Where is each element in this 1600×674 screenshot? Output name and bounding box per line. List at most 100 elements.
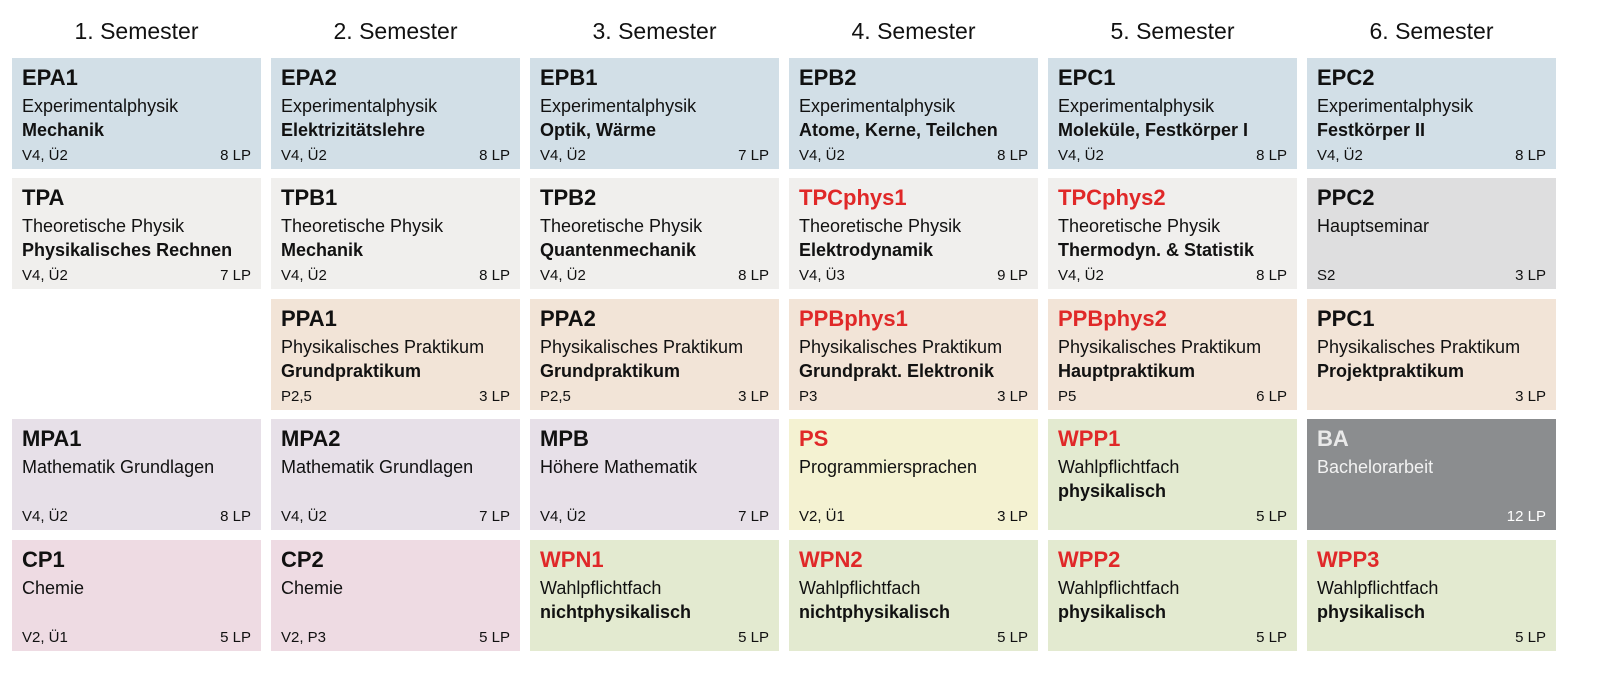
module-cell-tpb2: TPB2 Theoretische Physik Quantenmechanik V4… <box>530 178 779 289</box>
module-cell-mpb: MPB Höhere Mathematik V4, Ü2 7 LP <box>530 419 779 530</box>
module-footer: 5 LP <box>1058 508 1287 526</box>
module-hours: P2,5 <box>281 388 312 405</box>
module-topic <box>281 479 510 503</box>
module-footer: V4, Ü3 9 LP <box>799 267 1028 285</box>
module-footer: 5 LP <box>799 629 1028 647</box>
module-code: WPP3 <box>1317 547 1380 572</box>
module-credits: 8 LP <box>220 147 251 164</box>
module-subject: Theoretische Physik <box>540 216 703 236</box>
module-footer: V2, Ü1 5 LP <box>22 629 251 647</box>
module-code: PPBphys1 <box>799 306 908 331</box>
module-cell-ppbphys2: PPBphys2 Physikalisches Praktikum Hauptpra… <box>1048 299 1297 410</box>
module-subject: Programmiersprachen <box>799 457 978 477</box>
module-subject: Experimentalphysik <box>540 96 697 116</box>
module-subject: Experimentalphysik <box>799 96 956 116</box>
module-footer: V4, Ü2 7 LP <box>22 267 251 285</box>
module-code: TPCphys1 <box>799 185 907 210</box>
module-cell-mpa1: MPA1 Mathematik Grundlagen V4, Ü2 8 LP <box>12 419 261 530</box>
module-cell-wpp3: WPP3 Wahlpflichtfach physikalisch 5 LP <box>1307 540 1556 651</box>
module-cell-mpa2: MPA2 Mathematik Grundlagen V4, Ü2 7 LP <box>271 419 520 530</box>
module-cell-cp2: CP2 Chemie V2, P3 5 LP <box>271 540 520 651</box>
module-subject: Theoretische Physik <box>281 216 444 236</box>
module-footer: P2,5 3 LP <box>281 388 510 406</box>
module-footer: V4, Ü2 8 LP <box>799 147 1028 165</box>
module-subject: Hauptseminar <box>1317 216 1430 236</box>
module-code: EPA1 <box>22 65 78 90</box>
module-code: PS <box>799 426 829 451</box>
module-hours: V2, Ü1 <box>22 629 68 646</box>
module-topic: Hauptpraktikum <box>1058 361 1196 381</box>
module-footer: 12 LP <box>1317 508 1546 526</box>
module-topic: nichtphysikalisch <box>540 602 692 622</box>
module-credits: 3 LP <box>479 388 510 405</box>
module-credits: 8 LP <box>738 267 769 284</box>
module-subject: Höhere Mathematik <box>540 457 698 477</box>
module-credits: 9 LP <box>997 267 1028 284</box>
module-code: EPA2 <box>281 65 337 90</box>
module-footer: V4, Ü2 8 LP <box>540 267 769 285</box>
module-credits: 3 LP <box>997 388 1028 405</box>
module-topic: Atome, Kerne, Teilchen <box>799 120 998 140</box>
module-credits: 5 LP <box>220 629 251 646</box>
module-topic <box>1317 238 1546 262</box>
module-code: WPN2 <box>799 547 863 572</box>
module-topic: Projektpraktikum <box>1317 361 1465 381</box>
module-hours: V4, Ü2 <box>799 147 845 164</box>
module-footer: V4, Ü2 8 LP <box>1058 147 1287 165</box>
module-hours: V4, Ü2 <box>22 508 68 525</box>
module-topic: physikalisch <box>1058 602 1167 622</box>
module-hours: V4, Ü2 <box>22 147 68 164</box>
module-credits: 8 LP <box>1256 147 1287 164</box>
module-topic: Grundpraktikum <box>540 361 681 381</box>
module-code: MPB <box>540 426 589 451</box>
module-credits: 5 LP <box>1256 508 1287 525</box>
module-topic: Grundpraktikum <box>281 361 422 381</box>
module-cell-epa1: EPA1 Experimentalphysik Mechanik V4, Ü2 8 LP <box>12 58 261 169</box>
module-code: PPA2 <box>540 306 596 331</box>
module-topic <box>540 479 769 503</box>
module-hours: V4, Ü2 <box>1058 267 1104 284</box>
module-cell-wpn1: WPN1 Wahlpflichtfach nichtphysikalisch 5 LP <box>530 540 779 651</box>
module-footer: V4, Ü2 7 LP <box>281 508 510 526</box>
module-subject: Wahlpflichtfach <box>799 578 921 598</box>
module-credits: 8 LP <box>1256 267 1287 284</box>
module-footer: V4, Ü2 8 LP <box>281 267 510 285</box>
module-subject: Chemie <box>22 578 85 598</box>
module-topic: Optik, Wärme <box>540 120 657 140</box>
semester-header: 4. Semester <box>851 18 976 44</box>
module-topic: Mechanik <box>22 120 105 140</box>
module-cell-ppc2: PPC2 Hauptseminar S2 3 LP <box>1307 178 1556 289</box>
module-code: PPBphys2 <box>1058 306 1167 331</box>
module-topic: Quantenmechanik <box>540 240 697 260</box>
module-code: WPP1 <box>1058 426 1121 451</box>
module-code: TPB1 <box>281 185 338 210</box>
semester-header: 2. Semester <box>333 18 458 44</box>
module-hours: P3 <box>799 388 818 405</box>
module-topic <box>22 479 251 503</box>
module-credits: 6 LP <box>1256 388 1287 405</box>
module-footer: V2, P3 5 LP <box>281 629 510 647</box>
module-hours: V4, Ü2 <box>281 508 327 525</box>
module-subject: Chemie <box>281 578 344 598</box>
module-topic <box>799 479 1028 503</box>
semester-header: 5. Semester <box>1110 18 1235 44</box>
module-topic: Physikalisches Rechnen <box>22 240 233 260</box>
module-code: BA <box>1317 426 1349 451</box>
module-hours: V4, Ü2 <box>281 267 327 284</box>
module-code: EPB1 <box>540 65 598 90</box>
module-credits: 8 LP <box>1515 147 1546 164</box>
module-hours: V4, Ü2 <box>540 147 586 164</box>
module-subject: Bachelorarbeit <box>1317 457 1434 477</box>
module-credits: 8 LP <box>479 147 510 164</box>
module-footer: V4, Ü2 8 LP <box>22 147 251 165</box>
module-topic <box>281 600 510 624</box>
module-credits: 5 LP <box>738 629 769 646</box>
module-subject: Experimentalphysik <box>1058 96 1215 116</box>
module-cell-cp1: CP1 Chemie V2, Ü1 5 LP <box>12 540 261 651</box>
module-footer: P5 6 LP <box>1058 388 1287 406</box>
module-topic: Grundprakt. Elektronik <box>799 361 995 381</box>
module-code: CP2 <box>281 547 324 572</box>
module-footer: V4, Ü2 8 LP <box>281 147 510 165</box>
module-subject: Wahlpflichtfach <box>1058 457 1180 477</box>
module-cell-wpn2: WPN2 Wahlpflichtfach nichtphysikalisch 5 LP <box>789 540 1038 651</box>
